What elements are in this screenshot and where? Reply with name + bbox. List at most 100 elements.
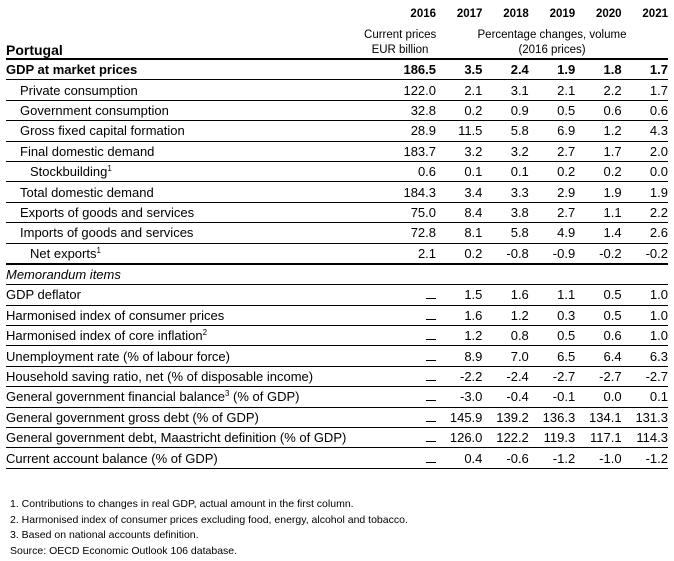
- row-value: 75.0: [364, 202, 437, 224]
- not-available-dash: [364, 447, 437, 469]
- row-value: 1.9: [575, 181, 622, 203]
- row-label: Private consumption: [6, 79, 365, 101]
- units-changes: Percentage changes, volume (2016 prices): [477, 29, 627, 56]
- row-value: -2.7: [575, 366, 622, 388]
- table-row: Net exports1 2.1 0.2 -0.8 -0.9 -0.2 -0.2: [6, 243, 668, 265]
- row-value: 1.4: [575, 222, 622, 244]
- row-value: 11.5: [436, 120, 483, 142]
- memorandum-row: General government debt, Maastricht defi…: [6, 427, 668, 449]
- footnotes: 1. Contributions to changes in real GDP,…: [10, 497, 408, 559]
- row-label: Harmonised index of core inflation2: [6, 325, 365, 347]
- row-value: 6.9: [528, 120, 576, 142]
- row-value: 0.5: [575, 305, 622, 327]
- row-value: -1.2: [528, 447, 576, 469]
- row-value: 0.4: [436, 447, 483, 469]
- row-value: -0.1: [528, 386, 576, 408]
- year-header: 2019: [549, 8, 576, 20]
- row-value: 0.5: [575, 284, 622, 306]
- row-value: 2.7: [528, 202, 576, 224]
- footnote-ref: 2: [202, 328, 208, 338]
- table-row: Gross fixed capital formation 28.9 11.5 5.8…: [6, 120, 668, 142]
- not-available-dash: [364, 325, 437, 347]
- row-value: 122.0: [364, 79, 437, 101]
- row-value: 1.0: [621, 284, 668, 306]
- row-value: -0.2: [621, 243, 668, 265]
- row-value: 1.7: [621, 79, 668, 101]
- memorandum-row: General government financial balance3 (%…: [6, 386, 668, 408]
- row-label: Current account balance (% of GDP): [6, 447, 365, 469]
- row-label: Household saving ratio, net (% of dispos…: [6, 366, 365, 388]
- row-value: 2.1: [528, 79, 576, 101]
- row-label: General government financial balance3 (%…: [6, 386, 365, 408]
- table-row: Exports of goods and services 75.0 8.4 3.8 2…: [6, 202, 668, 224]
- row-value: 72.8: [364, 222, 437, 244]
- row-value: 5.8: [482, 120, 529, 142]
- row-label: Total domestic demand: [6, 181, 365, 203]
- not-available-dash: [364, 427, 437, 449]
- row-value: 134.1: [575, 407, 622, 429]
- memorandum-row: Current account balance (% of GDP) 0.4 -0.…: [6, 447, 668, 469]
- row-value: 3.2: [436, 141, 483, 162]
- row-label: Exports of goods and services: [6, 202, 365, 224]
- row-value: -3.0: [436, 386, 483, 408]
- row-value: 3.2: [482, 141, 529, 162]
- row-value: 8.4: [436, 202, 483, 224]
- row-value: 8.9: [436, 345, 483, 367]
- row-value: 1.6: [436, 305, 483, 327]
- row-value: 28.9: [364, 120, 437, 142]
- table-row: Imports of goods and services 72.8 8.1 5.8 4…: [6, 222, 668, 244]
- row-value: 8.1: [436, 222, 483, 244]
- row-value: 184.3: [364, 181, 437, 203]
- footnote-ref: 3: [224, 389, 230, 399]
- row-label: Imports of goods and services: [6, 222, 365, 244]
- row-value: 1.8: [575, 58, 622, 81]
- row-value: 1.7: [575, 141, 622, 162]
- row-value: 1.1: [575, 202, 622, 224]
- row-value: 3.8: [482, 202, 529, 224]
- row-label: Unemployment rate (% of labour force): [6, 345, 365, 367]
- row-label: GDP deflator: [6, 284, 365, 306]
- row-value: 126.0: [436, 427, 483, 449]
- economic-forecast-table: 2016 2017 2018 2019 2020 2021 Portugal C…: [6, 0, 668, 469]
- row-value: 117.1: [575, 427, 622, 449]
- row-value: 0.2: [436, 100, 483, 122]
- year-header: 2018: [503, 8, 529, 20]
- row-value: 0.5: [528, 100, 576, 122]
- row-value: -0.2: [575, 243, 622, 265]
- memorandum-row: GDP deflator 1.5 1.6 1.1 0.5 1.0: [6, 284, 668, 306]
- row-value: 139.2: [482, 407, 529, 429]
- row-value: 119.3: [528, 427, 576, 449]
- row-label: Final domestic demand: [6, 141, 365, 162]
- row-value: 114.3: [621, 427, 668, 449]
- row-label: Government consumption: [6, 100, 365, 122]
- memorandum-row: Harmonised index of core inflation2 1.2 0.…: [6, 325, 668, 347]
- row-value: 183.7: [364, 141, 437, 162]
- footnote-ref: 1: [107, 164, 112, 174]
- row-label: Gross fixed capital formation: [6, 120, 365, 142]
- row-value: 0.1: [621, 386, 668, 408]
- memorandum-row: Household saving ratio, net (% of dispos…: [6, 366, 668, 388]
- row-value: 136.3: [528, 407, 576, 429]
- memorandum-row: Harmonised index of consumer prices 1.6 1.…: [6, 305, 668, 327]
- table-row: Private consumption 122.0 2.1 3.1 2.1 2.2 1.7: [6, 79, 668, 101]
- year-header: 2020: [595, 8, 622, 20]
- footnote: 3. Based on national accounts definition…: [10, 529, 199, 541]
- not-available-dash: [364, 366, 437, 388]
- row-value: 0.8: [482, 325, 529, 347]
- row-value: 6.3: [621, 345, 668, 367]
- not-available-dash: [364, 345, 437, 367]
- year-header: 2017: [456, 8, 483, 20]
- row-value: -0.9: [528, 243, 576, 265]
- memorandum-header-row: Memorandum items: [6, 263, 668, 286]
- table-row: Stockbuilding1 0.6 0.1 0.1 0.2 0.2 0.0: [6, 161, 668, 183]
- row-value: 4.9: [528, 222, 576, 244]
- row-value: 2.2: [575, 79, 622, 101]
- row-label: GDP at market prices: [6, 58, 365, 81]
- footnote: 1. Contributions to changes in real GDP,…: [10, 498, 354, 510]
- row-value: 2.7: [528, 141, 576, 162]
- row-value: -2.7: [621, 366, 668, 388]
- table-row: GDP at market prices 186.5 3.5 2.4 1.9 1.8 1.7: [6, 58, 668, 81]
- row-value: 2.4: [482, 58, 529, 81]
- row-value: 145.9: [436, 407, 483, 429]
- row-value: -1.0: [575, 447, 622, 469]
